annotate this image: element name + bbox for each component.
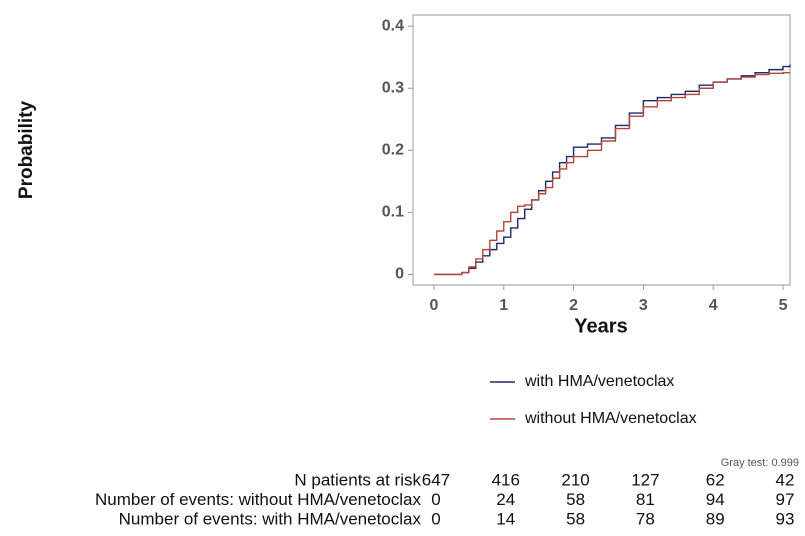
risk-cell: 42 (776, 470, 795, 489)
risk-cell: 0 (431, 490, 440, 509)
risk-cell: 62 (706, 470, 725, 489)
risk-cell: 97 (776, 490, 795, 509)
risk-cell: 78 (636, 509, 655, 528)
x-tick-label: 3 (639, 297, 648, 314)
x-tick-label: 1 (499, 297, 508, 314)
risk-row-label: N patients at risk (294, 470, 421, 489)
risk-cell: 81 (636, 490, 655, 509)
x-axis-label: Years (574, 315, 627, 337)
risk-cell: 94 (706, 490, 725, 509)
x-tick-label: 0 (429, 297, 438, 314)
risk-cell: 647 (422, 470, 450, 489)
risk-cell: 24 (496, 490, 515, 509)
risk-cell: 89 (706, 509, 725, 528)
y-tick-label: 0.2 (382, 142, 404, 159)
y-tick-label: 0 (395, 266, 404, 283)
risk-cell: 210 (561, 470, 589, 489)
legend-label: with HMA/venetoclax (524, 373, 674, 390)
risk-row-label: Number of events: without HMA/venetoclax (95, 490, 421, 509)
x-tick-label: 5 (779, 297, 788, 314)
step-line (433, 72, 790, 276)
step-line (433, 64, 791, 276)
x-tick-label: 4 (709, 297, 718, 314)
risk-cell: 127 (631, 470, 659, 489)
risk-cell: 0 (431, 509, 440, 528)
annotation: Gray test: 0.999 (721, 457, 799, 469)
risk-cell: 416 (492, 470, 520, 489)
legend-label: without HMA/venetoclax (524, 410, 697, 427)
risk-cell: 93 (776, 509, 795, 528)
y-tick-label: 0.3 (382, 79, 404, 96)
risk-cell: 58 (566, 490, 585, 509)
y-axis-label: Probability (16, 100, 37, 199)
risk-row-label: Number of events: with HMA/venetoclax (119, 509, 422, 528)
risk-cell: 58 (566, 509, 585, 528)
y-tick-label: 0.1 (382, 204, 404, 221)
x-tick-label: 2 (569, 297, 578, 314)
risk-cell: 14 (496, 509, 515, 528)
y-tick-label: 0.4 (382, 17, 404, 34)
